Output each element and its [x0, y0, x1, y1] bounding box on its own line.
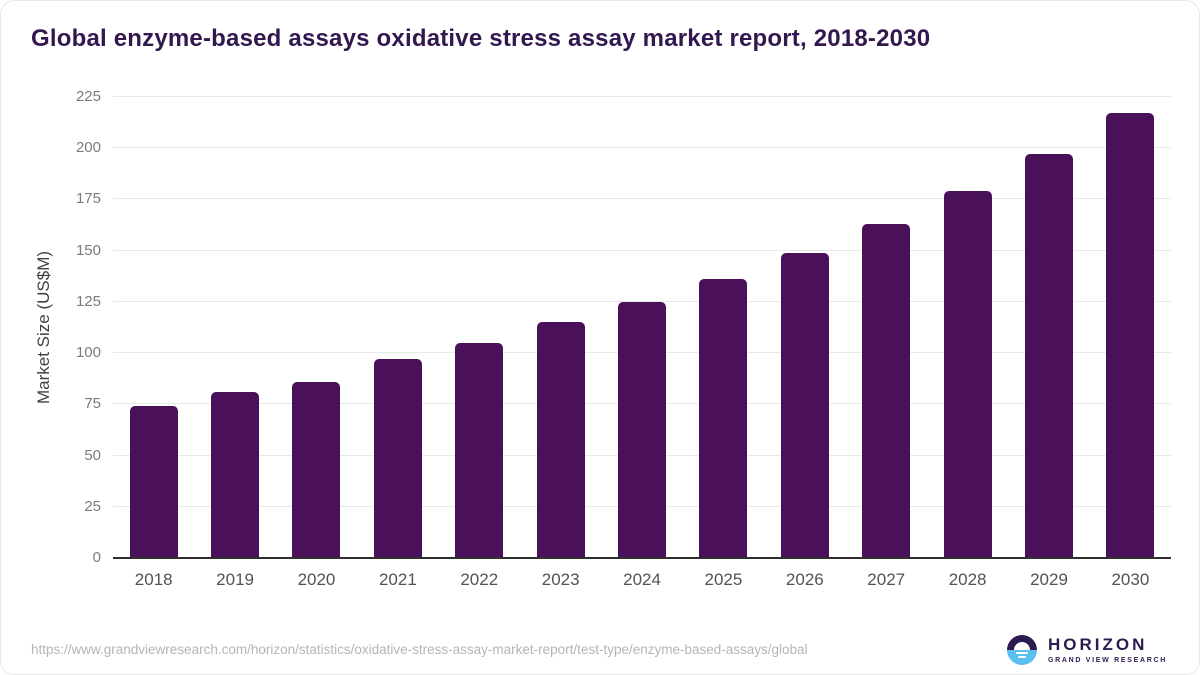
x-tick-label-2018: 2018: [134, 570, 173, 589]
bars: [113, 97, 1171, 558]
x-axis-line: [113, 557, 1171, 559]
y-tick-label-200: 200: [75, 139, 101, 157]
bar-slot-2018: [113, 97, 194, 558]
bar-slot-2021: [357, 97, 438, 558]
logo-text: HORIZON GRAND VIEW RESEARCH: [1047, 635, 1167, 664]
bar-slot-2025: [683, 97, 764, 558]
bar-slot-2022: [439, 97, 520, 558]
bar-slot-2029: [1008, 97, 1089, 558]
gridline-150: [113, 249, 1171, 251]
logo-brand: HORIZON: [1047, 635, 1148, 655]
plot-area: [113, 96, 1171, 559]
x-axis-tick-labels: 2018 2019 2020 2021 2022 2023 2024 2025 2026 2027…: [113, 570, 1171, 590]
x-tick-label-2028: 2028: [948, 570, 987, 589]
x-tick-label-2027: 2027: [867, 570, 906, 589]
bar-2030: [1106, 113, 1155, 558]
bar-2027: [862, 224, 911, 558]
bar-slot-2030: [1090, 97, 1171, 558]
bar-2018: [129, 406, 178, 558]
bar-2029: [1024, 154, 1073, 558]
bar-2024: [618, 301, 667, 558]
y-tick-label-175: 175: [75, 190, 101, 208]
bar-2019: [211, 392, 260, 558]
bar-2028: [943, 191, 992, 558]
bar-2025: [699, 279, 748, 558]
x-tick-label-2020: 2020: [297, 570, 336, 589]
x-tick-label-2029: 2029: [1030, 570, 1068, 589]
gridline-175: [113, 198, 1171, 200]
bar-slot-2024: [601, 97, 682, 558]
sun-shape: [1013, 642, 1030, 650]
y-tick-label-50: 50: [84, 446, 101, 464]
bar-slot-2028: [927, 97, 1008, 558]
x-tick-label-2023: 2023: [541, 570, 580, 589]
bar-2023: [536, 322, 585, 558]
x-tick-label-2022: 2022: [460, 570, 499, 589]
horizon-sun-icon: [1006, 635, 1037, 665]
y-tick-label-25: 25: [84, 497, 101, 515]
bar-slot-2023: [520, 97, 601, 558]
x-tick-label-2019: 2019: [216, 570, 254, 589]
gridline-225: [113, 96, 1171, 97]
horizon-logo: HORIZON GRAND VIEW RESEARCH: [1006, 635, 1167, 665]
bar-2020: [292, 381, 341, 558]
gridline-125: [113, 300, 1171, 302]
bar-slot-2020: [276, 97, 357, 558]
y-tick-label-100: 100: [75, 344, 101, 362]
bar-2021: [373, 359, 422, 558]
y-tick-label-0: 0: [92, 549, 101, 566]
bar-slot-2019: [194, 97, 275, 558]
x-tick-label-2030: 2030: [1111, 570, 1150, 589]
gridline-200: [113, 147, 1171, 149]
x-tick-label-2024: 2024: [623, 570, 661, 589]
chart-title: Global enzyme-based assays oxidative str…: [31, 25, 931, 52]
horizon-stripe: [1015, 652, 1028, 654]
bar-2026: [780, 252, 829, 558]
bar-2022: [455, 342, 504, 558]
x-tick-label-2025: 2025: [704, 570, 743, 589]
footer: https://www.grandviewresearch.com/horizo…: [31, 635, 1167, 665]
bar-slot-2026: [764, 97, 845, 558]
x-tick-label-2026: 2026: [785, 570, 824, 589]
y-axis-tick-labels: 0 25 50 75 100 125 150 175 200 225: [1, 89, 101, 566]
y-tick-label-150: 150: [75, 241, 101, 259]
source-url: https://www.grandviewresearch.com/horizo…: [31, 642, 808, 658]
bar-slot-2027: [846, 97, 927, 558]
y-tick-label-75: 75: [84, 395, 101, 413]
horizon-stripe: [1017, 656, 1026, 658]
logo-tagline: GRAND VIEW RESEARCH: [1047, 656, 1167, 664]
x-tick-label-2021: 2021: [378, 570, 417, 589]
y-tick-label-125: 125: [75, 292, 101, 310]
y-tick-label-225: 225: [75, 88, 101, 105]
